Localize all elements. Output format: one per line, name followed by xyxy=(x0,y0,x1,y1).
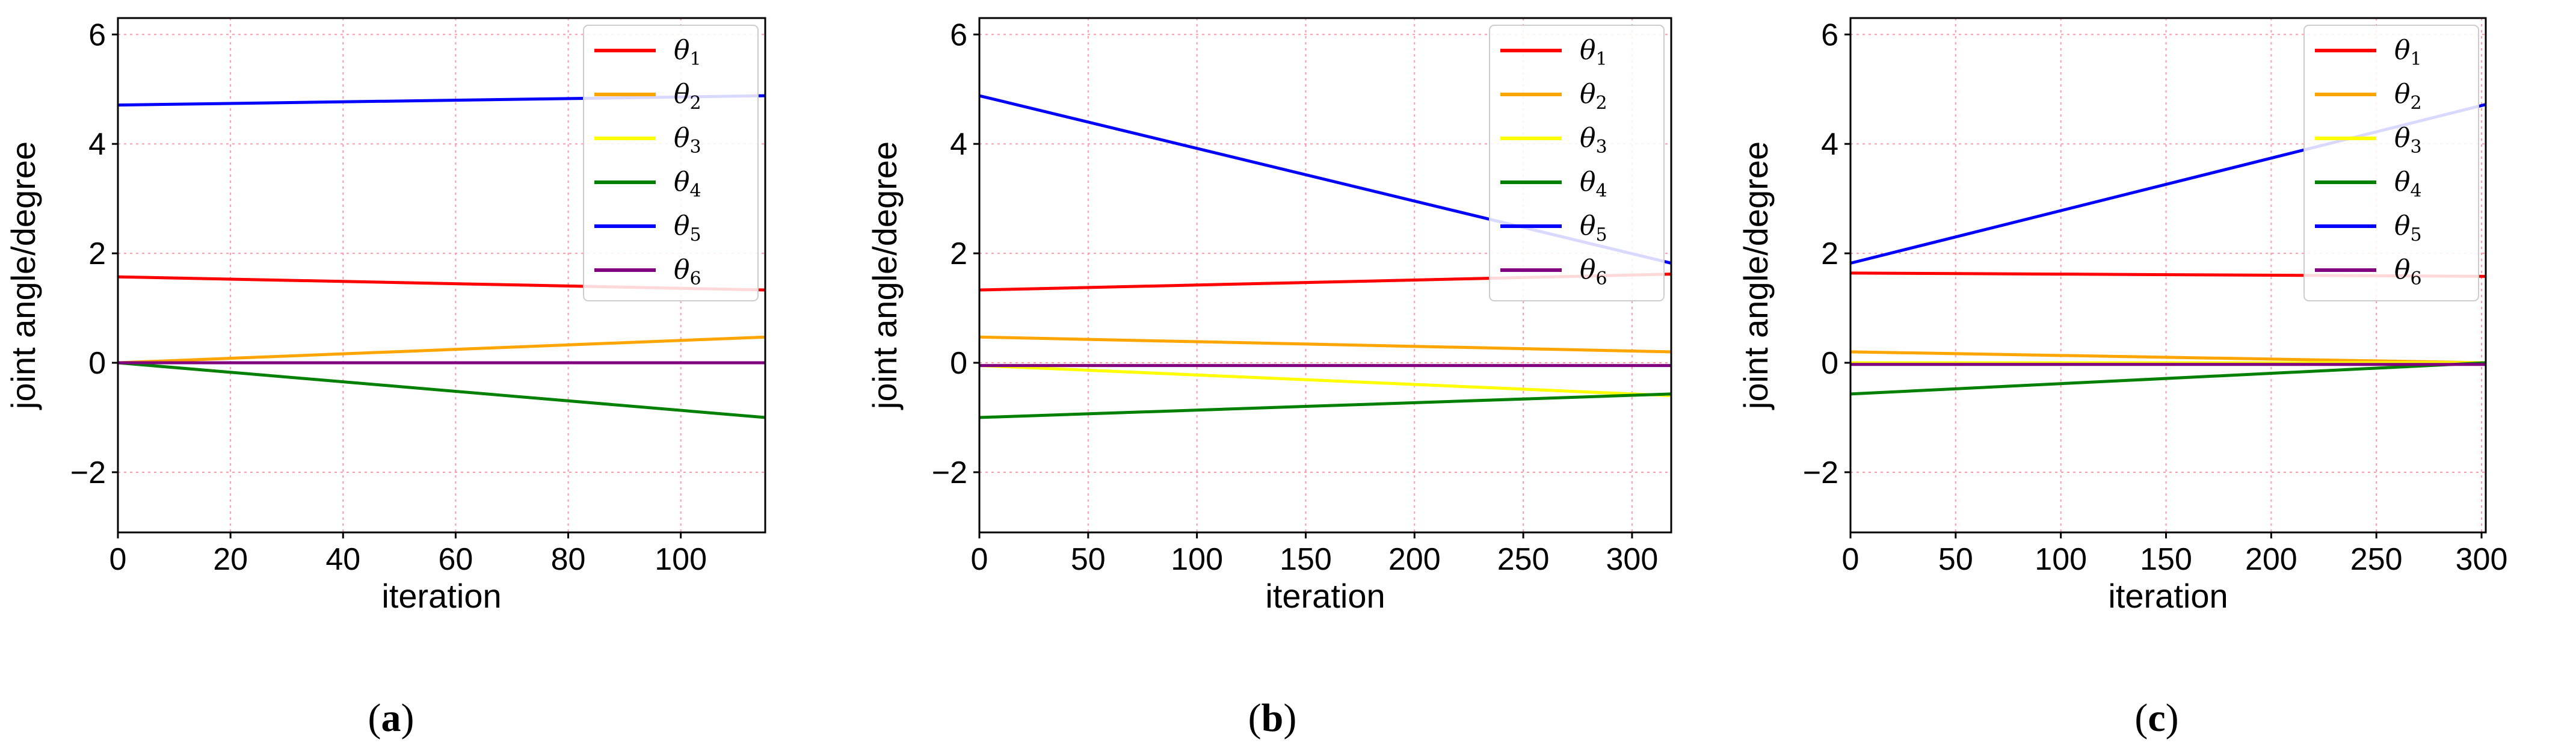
legend-subscript: 5 xyxy=(1596,224,1607,245)
chart-panel-a: 0 20 40 60 80 100 −2 0 2 4 6 iteration joint angle/d… xyxy=(4,17,766,740)
y-tick-label: 0 xyxy=(88,346,106,381)
series-line-theta3 xyxy=(979,364,1672,398)
x-axis-label: iteration xyxy=(2108,577,2228,615)
y-tick-label: 6 xyxy=(88,17,106,52)
legend-subscript: 1 xyxy=(1596,49,1607,70)
x-axis-label: iteration xyxy=(1265,577,1385,615)
x-tick-label: 100 xyxy=(1171,542,1223,577)
legend-label-theta3: θ3 xyxy=(2394,123,2422,158)
y-tick-label: 2 xyxy=(1821,236,1838,271)
y-tick-label: 2 xyxy=(950,236,967,271)
legend-box xyxy=(583,25,759,301)
y-tick-label: −2 xyxy=(70,455,106,490)
legend-subscript: 4 xyxy=(1596,180,1607,202)
series-line-theta2 xyxy=(1850,350,2486,365)
y-tick-label: 6 xyxy=(1821,17,1838,52)
panel-caption: (c) xyxy=(2134,696,2178,740)
legend-subscript: 2 xyxy=(2411,93,2422,114)
series-line-theta2 xyxy=(117,335,766,365)
x-tick-label: 200 xyxy=(2245,542,2297,577)
legend-subscript: 3 xyxy=(1596,137,1607,158)
y-axis-label: joint angle/degree xyxy=(4,141,42,410)
y-tick-label: 0 xyxy=(950,346,967,381)
plot-frame xyxy=(978,17,1672,534)
legend-label-theta4: θ4 xyxy=(1580,167,1607,202)
y-tick-label: −2 xyxy=(932,455,967,490)
series-line-theta4 xyxy=(979,392,1672,419)
legend-label-theta6: θ6 xyxy=(2394,254,2422,289)
legend-subscript: 4 xyxy=(2411,180,2422,202)
legend-label-theta4: θ4 xyxy=(674,167,701,202)
x-tick-label: 200 xyxy=(1388,542,1441,577)
series-line-theta4 xyxy=(1850,361,2486,396)
legend-subscript: 6 xyxy=(2411,268,2422,289)
series-line-theta4 xyxy=(117,361,766,419)
legend-subscript: 6 xyxy=(1596,268,1607,289)
y-axis-label: joint angle/degree xyxy=(866,141,904,410)
legend-label-theta1: θ1 xyxy=(1580,35,1607,70)
x-tick-label: 0 xyxy=(109,542,127,577)
y-tick-label: 2 xyxy=(88,236,106,271)
plot-frame xyxy=(1849,17,2487,534)
chart-panel-b: 0 50 100 150 200 250 300 −2 0 2 4 6 iteration joint a… xyxy=(866,17,1672,740)
legend-subscript: 6 xyxy=(690,268,701,289)
legend-box xyxy=(2303,25,2479,301)
legend-subscript: 1 xyxy=(2411,49,2422,70)
y-tick-label: 4 xyxy=(950,127,967,162)
legend-subscript: 3 xyxy=(690,137,701,158)
legend-box xyxy=(1489,25,1665,301)
x-tick-label: 300 xyxy=(2456,542,2508,577)
x-tick-label: 80 xyxy=(551,542,586,577)
legend-subscript: 4 xyxy=(690,180,701,202)
y-tick-label: 4 xyxy=(1821,127,1838,162)
x-tick-label: 250 xyxy=(1497,542,1550,577)
x-tick-label: 0 xyxy=(971,542,988,577)
x-tick-label: 60 xyxy=(438,542,473,577)
y-tick-label: 0 xyxy=(1821,346,1838,381)
legend-subscript: 1 xyxy=(690,49,701,70)
x-tick-label: 150 xyxy=(2140,542,2192,577)
x-tick-label: 150 xyxy=(1280,542,1332,577)
y-tick-label: 4 xyxy=(88,127,106,162)
x-tick-label: 50 xyxy=(1938,542,1973,577)
legend-subscript: 5 xyxy=(2411,224,2422,245)
legend-subscript: 2 xyxy=(690,93,701,114)
x-axis-label: iteration xyxy=(381,577,501,615)
x-tick-label: 0 xyxy=(1842,542,1860,577)
panel-caption: (a) xyxy=(368,696,414,740)
panel-caption: (b) xyxy=(1248,696,1297,740)
chart-panel-c: 0 50 100 150 200 250 300 −2 0 2 4 6 iteration joint a… xyxy=(1737,17,2507,740)
x-tick-label: 20 xyxy=(213,542,248,577)
x-tick-label: 100 xyxy=(655,542,707,577)
legend-subscript: 5 xyxy=(690,224,701,245)
x-tick-label: 40 xyxy=(325,542,360,577)
y-axis-label: joint angle/degree xyxy=(1737,141,1775,410)
y-tick-label: −2 xyxy=(1803,455,1838,490)
legend-label-theta4: θ4 xyxy=(2394,167,2422,202)
series-line-theta2 xyxy=(979,335,1672,354)
y-tick-label: 6 xyxy=(950,17,967,52)
plot-frame xyxy=(117,17,766,534)
x-tick-label: 300 xyxy=(1606,542,1659,577)
x-tick-label: 250 xyxy=(2350,542,2403,577)
x-tick-label: 50 xyxy=(1071,542,1106,577)
legend-subscript: 3 xyxy=(2411,137,2422,158)
legend-subscript: 2 xyxy=(1596,93,1607,114)
x-tick-label: 100 xyxy=(2035,542,2087,577)
